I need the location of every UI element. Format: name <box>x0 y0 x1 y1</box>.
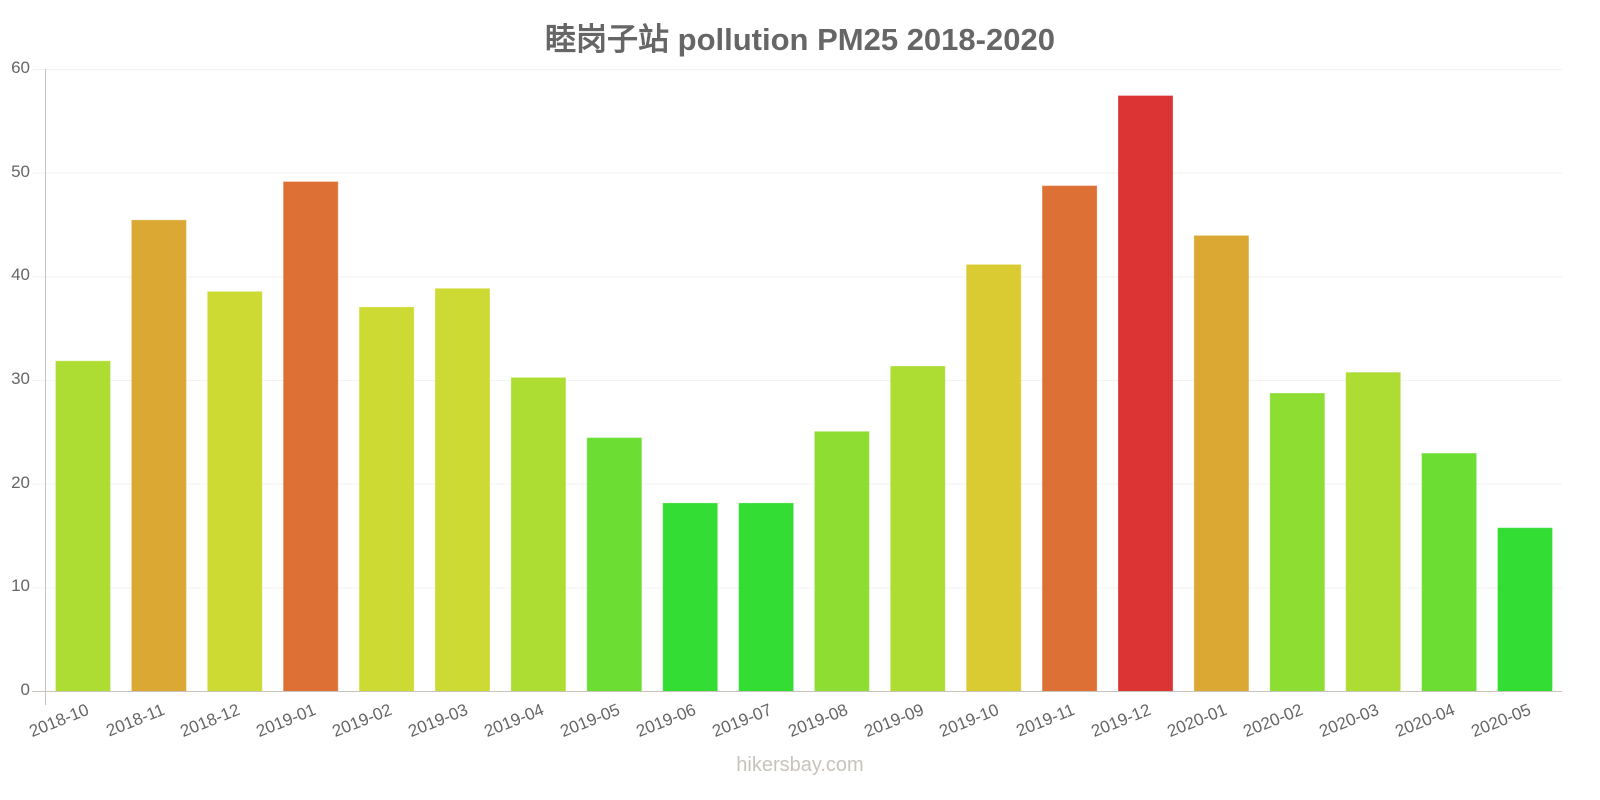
bar-2019-12[interactable] <box>1118 95 1173 692</box>
bar-2019-03[interactable] <box>435 288 490 692</box>
bar-2019-02[interactable] <box>359 306 415 692</box>
bar-2020-04[interactable] <box>1421 453 1477 692</box>
bar-2019-05[interactable] <box>586 437 642 692</box>
bar-2020-05[interactable] <box>1497 527 1553 692</box>
bar-2018-12[interactable] <box>207 291 263 692</box>
chart-title: 睦岗子站 pollution PM25 2018-2020 <box>545 22 1055 57</box>
y-tick-label: 40 <box>11 265 30 285</box>
bar-2019-09[interactable] <box>890 366 946 692</box>
bar-2019-07[interactable] <box>738 502 794 692</box>
watermark: hikersbay.com <box>736 754 864 776</box>
bar-2020-01[interactable] <box>1193 235 1249 692</box>
bar-2019-10[interactable] <box>966 264 1022 692</box>
bar-2019-06[interactable] <box>662 502 718 692</box>
bar-2020-03[interactable] <box>1345 372 1401 692</box>
y-tick-label: 50 <box>11 161 30 181</box>
y-tick-label: 60 <box>11 58 30 77</box>
y-tick-label: 30 <box>11 369 30 388</box>
y-tick-label: 0 <box>20 680 30 699</box>
bar-2018-10[interactable] <box>55 360 111 692</box>
bar-2019-01[interactable] <box>283 181 339 692</box>
bars <box>55 95 1553 692</box>
bar-2018-11[interactable] <box>131 219 187 692</box>
bar-2020-02[interactable] <box>1269 393 1325 692</box>
y-tick-label: 20 <box>11 472 30 492</box>
bar-2019-08[interactable] <box>814 431 870 692</box>
bar-2019-04[interactable] <box>510 377 566 692</box>
bar-2019-11[interactable] <box>1042 185 1098 692</box>
y-tick-label: 10 <box>11 576 30 596</box>
